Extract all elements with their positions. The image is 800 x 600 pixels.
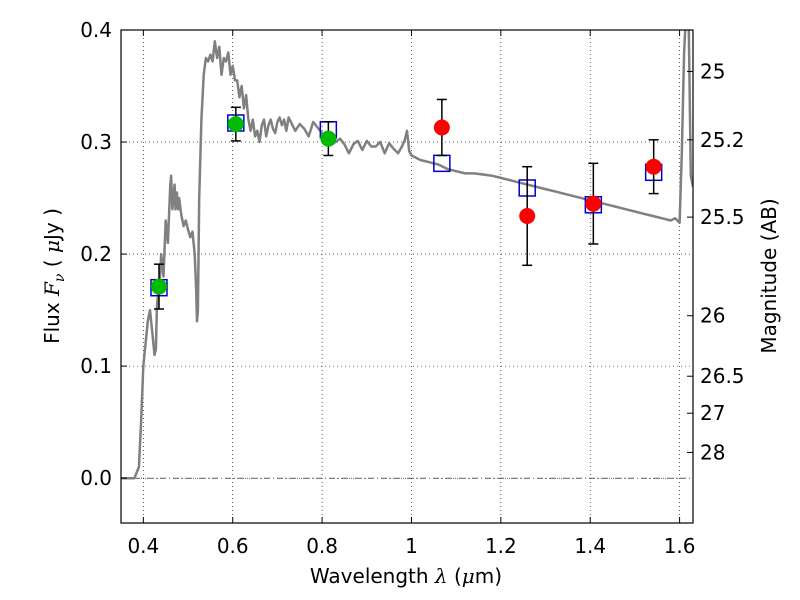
x-label-lambda: λ [434, 564, 448, 588]
green-flux-point [150, 278, 167, 295]
x-tick-label: 0.8 [306, 534, 338, 558]
y-label-nu: ν [52, 273, 68, 282]
error-bars [153, 98, 659, 310]
y-tick-label: 0.0 [80, 466, 112, 490]
green-flux-point [227, 116, 244, 133]
green-flux-point [320, 130, 337, 147]
y-tick-label: 0.3 [80, 130, 112, 154]
x-tick-label: 1 [405, 534, 418, 558]
red-flux-point [519, 207, 536, 224]
y-tick-label: 0.2 [80, 242, 112, 266]
x-label-text: Wavelength [310, 564, 435, 588]
y-tick-label: 0.4 [80, 18, 112, 42]
x-tick-label: 1.4 [574, 534, 606, 558]
x-tick-label: 1.2 [485, 534, 517, 558]
spectrum-line [121, 30, 693, 480]
red-flux-point [585, 195, 602, 212]
x-tick-label: 0.4 [127, 534, 159, 558]
y-label-unit: Jy ) [40, 208, 64, 242]
x-tick-label: 1.6 [664, 534, 696, 558]
model-spectrum-series [121, 30, 693, 480]
magnitude-tick-label: 25.5 [700, 205, 745, 229]
x-axis-label: Wavelength λ (μm) [310, 564, 502, 588]
x-label-paren: ( [448, 564, 462, 588]
y-label-f: F [40, 281, 64, 297]
magnitude-tick-label: 28 [700, 440, 725, 464]
magnitude-tick-label: 27 [700, 401, 725, 425]
y-axis-ticks: 0.0 0.1 0.2 0.3 0.4 [80, 18, 127, 490]
plot-frame [120, 29, 694, 524]
y-label-mu: μ [40, 240, 64, 253]
y-label-text: Flux [40, 296, 64, 344]
magnitude-axis-label: Magnitude (AB) [757, 198, 781, 353]
x-axis-ticks: 0.4 0.6 0.8 1 1.2 1.4 1.6 [127, 30, 696, 558]
y-label-paren: ( [40, 253, 64, 274]
magnitude-tick-label: 26.5 [700, 364, 745, 388]
observed-flux-points [150, 116, 662, 295]
y-tick-label: 0.1 [80, 354, 112, 378]
x-label-mu: μ [462, 564, 475, 588]
magnitude-tick-label: 26 [700, 304, 725, 328]
x-tick-label: 0.6 [217, 534, 249, 558]
magnitude-tick-label: 25 [700, 59, 725, 83]
x-label-unit: m) [475, 564, 502, 588]
magnitude-axis-ticks: 25 25.2 25.5 26 26.5 27 28 [687, 59, 745, 464]
red-flux-point [645, 158, 662, 175]
red-flux-point [433, 119, 450, 136]
y-axis-label: Flux Fν ( μJy ) [40, 208, 68, 344]
magnitude-tick-label: 25.2 [700, 128, 745, 152]
